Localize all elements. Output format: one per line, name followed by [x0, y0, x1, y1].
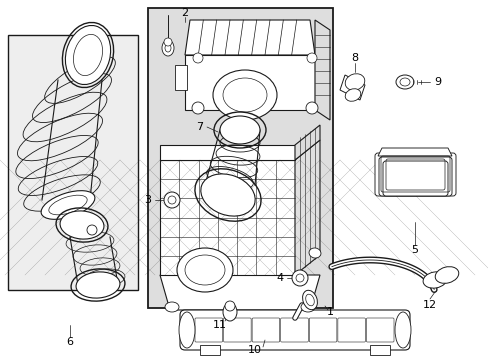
FancyBboxPatch shape — [374, 153, 455, 196]
Polygon shape — [294, 125, 319, 160]
Polygon shape — [314, 20, 329, 120]
Ellipse shape — [201, 174, 255, 216]
Ellipse shape — [434, 267, 458, 283]
Polygon shape — [377, 148, 451, 156]
FancyBboxPatch shape — [378, 157, 451, 196]
Ellipse shape — [291, 270, 307, 286]
Ellipse shape — [306, 53, 316, 63]
Ellipse shape — [220, 116, 260, 144]
Ellipse shape — [295, 274, 304, 282]
Ellipse shape — [305, 102, 317, 114]
Ellipse shape — [49, 195, 87, 215]
Ellipse shape — [60, 211, 104, 239]
Ellipse shape — [422, 272, 446, 288]
Text: 1: 1 — [326, 307, 333, 317]
Ellipse shape — [345, 74, 364, 90]
Text: 3: 3 — [144, 195, 151, 205]
Text: 9: 9 — [433, 77, 441, 87]
Ellipse shape — [163, 38, 172, 46]
Text: 7: 7 — [196, 122, 203, 132]
Bar — [200, 345, 220, 355]
Ellipse shape — [399, 78, 409, 86]
Ellipse shape — [164, 44, 171, 52]
Polygon shape — [184, 55, 314, 110]
FancyBboxPatch shape — [180, 310, 409, 350]
Bar — [148, 8, 332, 308]
Ellipse shape — [302, 290, 317, 310]
Ellipse shape — [76, 272, 120, 298]
Ellipse shape — [345, 89, 360, 101]
Ellipse shape — [305, 294, 314, 306]
Ellipse shape — [192, 102, 203, 114]
Bar — [8, 35, 138, 290]
Text: 5: 5 — [411, 245, 418, 255]
Ellipse shape — [223, 78, 266, 112]
Ellipse shape — [163, 192, 180, 208]
Text: 12: 12 — [422, 300, 436, 310]
Bar — [369, 345, 389, 355]
Ellipse shape — [394, 312, 410, 348]
Text: 10: 10 — [247, 345, 262, 355]
Ellipse shape — [164, 302, 179, 312]
Text: 8: 8 — [351, 53, 358, 63]
Ellipse shape — [179, 312, 195, 348]
Ellipse shape — [301, 302, 314, 312]
Polygon shape — [339, 75, 364, 100]
Ellipse shape — [73, 35, 102, 76]
Ellipse shape — [87, 225, 97, 235]
Ellipse shape — [177, 248, 232, 292]
Ellipse shape — [213, 70, 276, 120]
Ellipse shape — [224, 301, 235, 311]
Text: 4: 4 — [276, 273, 283, 283]
Ellipse shape — [184, 255, 224, 285]
Ellipse shape — [395, 75, 413, 89]
Polygon shape — [184, 20, 314, 55]
Ellipse shape — [193, 53, 203, 63]
Polygon shape — [294, 140, 319, 275]
Ellipse shape — [41, 191, 95, 219]
Ellipse shape — [308, 248, 320, 258]
Ellipse shape — [65, 26, 110, 85]
FancyBboxPatch shape — [382, 161, 447, 196]
Ellipse shape — [223, 303, 237, 321]
Text: 2: 2 — [181, 8, 188, 18]
Text: 11: 11 — [213, 320, 226, 330]
Polygon shape — [160, 160, 294, 275]
Polygon shape — [160, 145, 294, 160]
Ellipse shape — [168, 196, 176, 204]
Polygon shape — [160, 275, 319, 310]
Bar — [175, 65, 186, 90]
Text: 6: 6 — [66, 337, 73, 347]
Ellipse shape — [162, 40, 174, 56]
